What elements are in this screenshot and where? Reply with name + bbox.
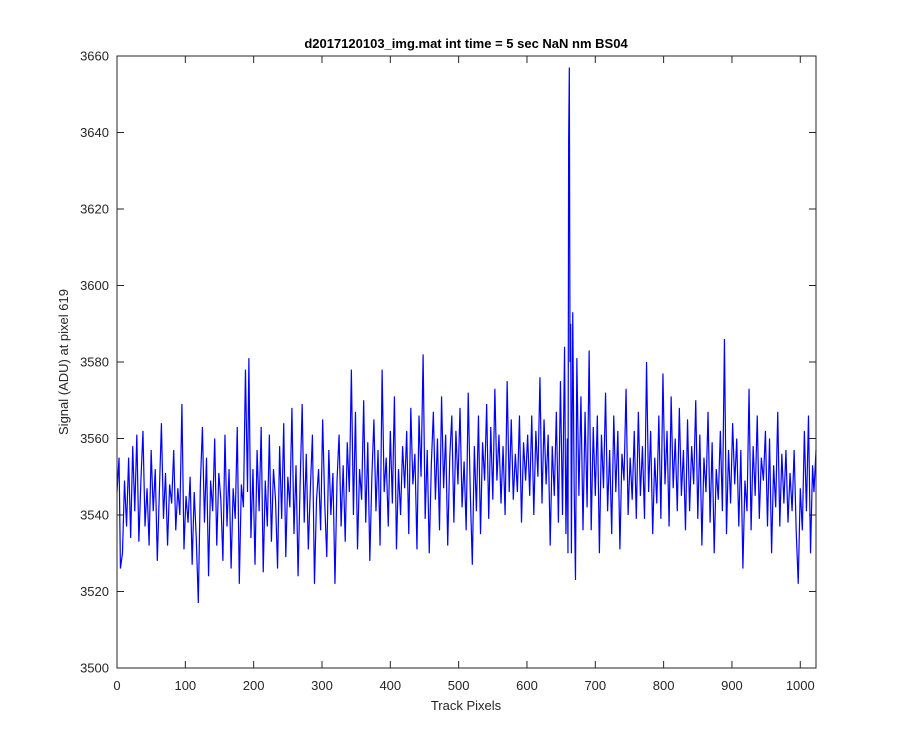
x-tick-label: 300	[311, 678, 333, 693]
axes-box	[116, 55, 817, 669]
y-tick-label: 3540	[80, 508, 109, 523]
y-tick-label: 3620	[80, 202, 109, 217]
ticks-layer: 0 100 200 300 400 500 600 700 800 900 1000 3500 3520…	[80, 49, 816, 693]
x-tick-label: 900	[721, 678, 743, 693]
x-tick-label: 400	[379, 678, 401, 693]
x-tick-label: 600	[516, 678, 538, 693]
y-tick-label: 3560	[80, 431, 109, 446]
y-tick-label: 3520	[80, 584, 109, 599]
signal-series-line	[116, 67, 817, 603]
x-tick-label: 800	[653, 678, 675, 693]
x-tick-label: 200	[243, 678, 265, 693]
y-tick-label: 3580	[80, 355, 109, 370]
x-tick-label: 0	[113, 678, 120, 693]
x-tick-label: 500	[448, 678, 470, 693]
x-tick-label: 100	[174, 678, 196, 693]
x-tick-label: 1000	[786, 678, 815, 693]
y-tick-label: 3660	[80, 49, 109, 64]
y-tick-label: 3500	[80, 661, 109, 676]
y-tick-label: 3640	[80, 125, 109, 140]
x-axis-label: Track Pixels	[431, 698, 502, 713]
x-tick-label: 700	[584, 678, 606, 693]
plot-area	[117, 56, 816, 668]
y-axis-label: Signal (ADU) at pixel 619	[56, 289, 71, 435]
y-tick-label: 3600	[80, 278, 109, 293]
chart-title: d2017120103_img.mat int time = 5 sec NaN…	[304, 36, 628, 51]
